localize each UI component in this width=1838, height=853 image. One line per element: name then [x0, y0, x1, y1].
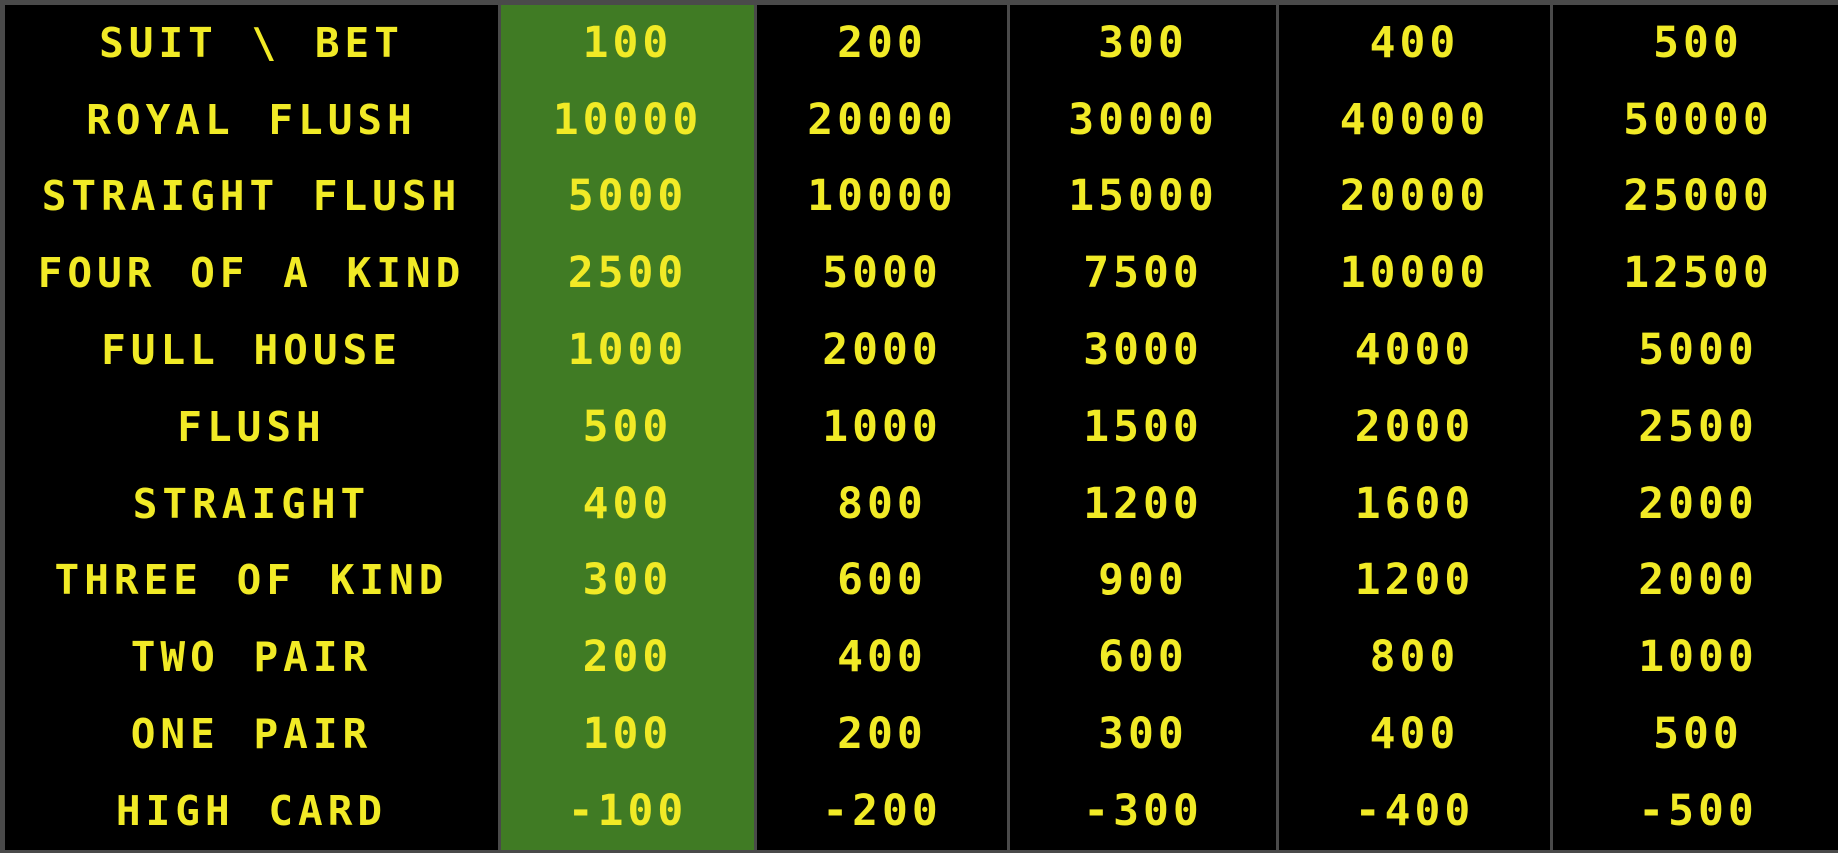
payout-cell: 1200: [1354, 555, 1475, 606]
payout-cell: 7500: [1083, 248, 1203, 299]
payout-cell: 3000: [1083, 325, 1203, 376]
bet-header-400[interactable]: 400: [1369, 17, 1460, 68]
payout-cell: 40000: [1339, 94, 1490, 145]
bet-header-300[interactable]: 300: [1098, 17, 1188, 68]
bet-column-300[interactable]: 300 30000 15000 7500 3000 1500 1200 900 …: [1010, 5, 1276, 850]
bet-column-400[interactable]: 400 40000 20000 10000 4000 2000 1600 120…: [1279, 5, 1550, 850]
payout-cell: -100: [567, 785, 688, 836]
payout-cell: 200: [837, 709, 927, 760]
hand-name-full-house: FULL HOUSE: [101, 326, 402, 375]
payout-cell: 2500: [567, 248, 688, 299]
payout-cell: 2000: [822, 325, 942, 376]
payout-cell: 400: [582, 478, 673, 529]
payout-cell: -200: [822, 785, 942, 836]
bet-column-500[interactable]: 500 50000 25000 12500 5000 2500 2000 200…: [1553, 5, 1838, 850]
payout-cell: 12500: [1623, 248, 1773, 299]
payout-cell: 50000: [1623, 94, 1773, 145]
payout-cell: 20000: [807, 94, 957, 145]
payout-cell: 10000: [1339, 248, 1490, 299]
payout-cell: 500: [1653, 709, 1743, 760]
payout-cell: 1000: [822, 401, 942, 452]
hand-name-straight-flush: STRAIGHT FLUSH: [41, 172, 462, 221]
bet-header-200[interactable]: 200: [837, 17, 927, 68]
hand-name-four-of-a-kind: FOUR OF A KIND: [37, 249, 466, 298]
payout-cell: 30000: [1068, 94, 1218, 145]
payout-cell: 1500: [1083, 401, 1203, 452]
payout-cell: 15000: [1068, 171, 1218, 222]
payout-cell: -300: [1083, 785, 1203, 836]
hand-names-column: SUIT \ BET ROYAL FLUSH STRAIGHT FLUSH FO…: [5, 5, 498, 850]
bet-header-100[interactable]: 100: [582, 17, 673, 68]
payout-cell: 10000: [807, 171, 957, 222]
hand-name-flush: FLUSH: [177, 402, 326, 451]
payout-cell: 1600: [1354, 478, 1475, 529]
payout-cell: 1000: [1638, 632, 1758, 683]
payout-cell: 2000: [1354, 401, 1475, 452]
payout-cell: 200: [582, 632, 673, 683]
payout-cell: 900: [1098, 555, 1188, 606]
payout-cell: 800: [1369, 632, 1460, 683]
hand-name-three-of-kind: THREE OF KIND: [54, 556, 449, 605]
hand-name-high-card: HIGH CARD: [115, 786, 388, 835]
payout-cell: 100: [582, 709, 673, 760]
bet-header-500[interactable]: 500: [1653, 17, 1743, 68]
payout-cell: 600: [1098, 632, 1188, 683]
hand-name-straight: STRAIGHT: [132, 479, 371, 528]
header-label: SUIT \ BET: [99, 18, 404, 67]
bet-column-200[interactable]: 200 20000 10000 5000 2000 1000 800 600 4…: [757, 5, 1007, 850]
hand-name-one-pair: ONE PAIR: [130, 710, 373, 759]
payout-cell: 25000: [1623, 171, 1773, 222]
payout-cell: 5000: [822, 248, 942, 299]
payout-cell: -500: [1638, 785, 1758, 836]
bet-column-100-selected[interactable]: 100 10000 5000 2500 1000 500 400 300 200…: [501, 5, 754, 850]
payout-cell: 300: [582, 555, 673, 606]
payout-cell: 600: [837, 555, 927, 606]
payout-cell: 2000: [1638, 555, 1758, 606]
payout-cell: 1200: [1083, 478, 1203, 529]
payout-cell: 500: [582, 401, 673, 452]
payout-cell: 20000: [1339, 171, 1490, 222]
payout-cell: 5000: [1638, 325, 1758, 376]
payout-cell: 2500: [1638, 401, 1758, 452]
payout-cell: 800: [837, 478, 927, 529]
hand-name-two-pair: TWO PAIR: [130, 633, 373, 682]
payout-cell: 4000: [1354, 325, 1475, 376]
payout-cell: 400: [1369, 709, 1460, 760]
payout-cell: 10000: [552, 94, 703, 145]
payout-cell: 1000: [567, 325, 688, 376]
payout-cell: 2000: [1638, 478, 1758, 529]
hand-name-royal-flush: ROYAL FLUSH: [86, 95, 417, 144]
payout-cell: 5000: [567, 171, 688, 222]
payout-cell: 400: [837, 632, 927, 683]
payout-cell: -400: [1354, 785, 1475, 836]
payout-cell: 300: [1098, 709, 1188, 760]
